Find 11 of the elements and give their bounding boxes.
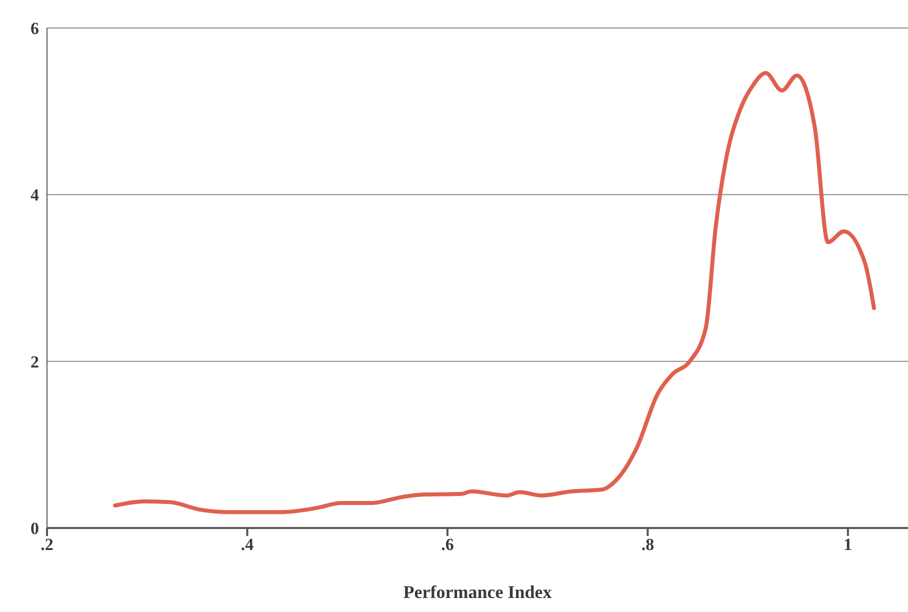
x-tick-label: .6 (441, 535, 454, 554)
y-tick-label: 0 (30, 519, 39, 538)
x-tick-label: 1 (844, 535, 852, 554)
line-series (113, 71, 876, 514)
x-axis-title: Performance Index (403, 582, 552, 602)
x-tick-label: .2 (40, 535, 54, 554)
x-tick-label: .8 (641, 535, 654, 554)
x-tick-label: .4 (240, 535, 254, 554)
y-tick-label: 4 (30, 186, 40, 205)
y-tick-label: 6 (30, 19, 39, 38)
y-tick-label: 2 (30, 352, 39, 372)
